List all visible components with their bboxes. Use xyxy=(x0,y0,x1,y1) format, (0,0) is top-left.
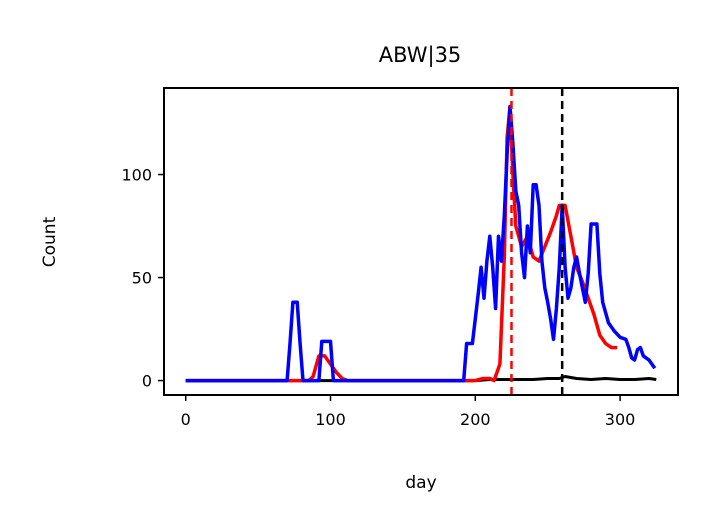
x-tick-label: 300 xyxy=(605,410,636,429)
y-tick-label: 100 xyxy=(121,166,152,185)
y-axis-label: Count xyxy=(40,216,60,267)
x-tick-label: 200 xyxy=(460,410,491,429)
chart-title: ABW|35 xyxy=(379,43,462,68)
x-axis-label: day xyxy=(405,473,436,493)
x-tick-label: 0 xyxy=(181,410,191,429)
y-tick-label: 0 xyxy=(142,372,152,391)
x-tick-label: 100 xyxy=(315,410,346,429)
plot-frame xyxy=(163,87,679,396)
series-line-2 xyxy=(185,104,657,383)
y-tick-label: 50 xyxy=(132,269,152,288)
